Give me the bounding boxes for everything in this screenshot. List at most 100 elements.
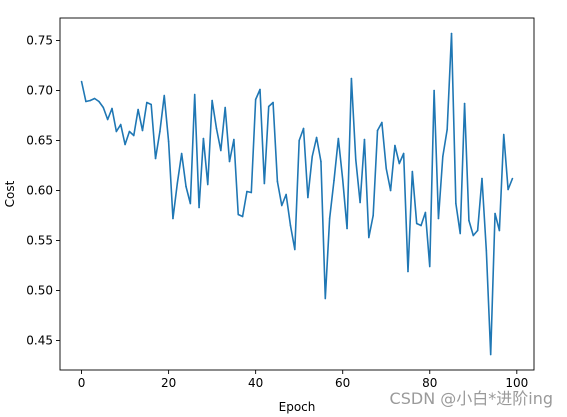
data-point	[368, 236, 370, 239]
data-point	[202, 137, 205, 140]
data-point	[459, 232, 462, 235]
data-point	[150, 103, 152, 106]
data-point	[154, 157, 157, 160]
y-axis-label: Cost	[3, 180, 17, 207]
data-point	[402, 152, 405, 155]
x-tick-label: 100	[505, 376, 528, 390]
plot-frame	[59, 17, 535, 371]
data-point	[172, 217, 174, 220]
data-point	[350, 77, 353, 80]
data-point	[354, 158, 357, 161]
data-points	[80, 32, 514, 356]
data-point	[215, 127, 218, 130]
data-point	[428, 265, 431, 268]
y-tick-label: 0.45	[26, 334, 53, 348]
data-point	[298, 139, 300, 142]
data-point	[437, 217, 440, 220]
x-tick-label: 0	[78, 376, 86, 390]
y-tick-label: 0.50	[26, 284, 53, 298]
data-point	[372, 214, 374, 217]
y-tick-label: 0.75	[26, 34, 53, 48]
y-axis-ticks: 0.45 0.50 0.55 0.60 0.65 0.70 0.75	[26, 34, 60, 348]
data-point	[333, 179, 335, 182]
data-point	[146, 101, 148, 104]
cost-line	[80, 32, 514, 356]
data-point	[159, 130, 161, 133]
x-tick-label: 40	[248, 376, 263, 390]
x-axis-ticks: 0 20 40 60 80 100	[78, 370, 528, 390]
data-point	[237, 213, 240, 216]
data-point	[89, 99, 92, 102]
data-point	[124, 143, 126, 146]
data-point	[132, 134, 135, 137]
data-point	[420, 224, 422, 227]
data-point	[119, 123, 122, 126]
data-point	[446, 128, 448, 131]
y-tick-label: 0.60	[26, 184, 53, 198]
data-point	[189, 202, 192, 205]
data-point	[93, 97, 96, 100]
data-point	[85, 100, 87, 103]
data-point	[320, 160, 322, 163]
x-axis-label: Epoch	[279, 400, 316, 414]
data-point	[411, 170, 414, 173]
data-point	[442, 155, 444, 158]
data-point	[163, 94, 166, 97]
data-point	[363, 138, 366, 141]
data-point	[511, 177, 514, 180]
data-point	[311, 155, 314, 158]
data-point	[259, 88, 261, 91]
data-point	[385, 167, 388, 170]
data-point	[250, 191, 253, 194]
data-point	[463, 102, 466, 105]
data-point	[389, 189, 392, 192]
data-point	[241, 215, 244, 218]
data-point	[394, 144, 396, 147]
data-point	[233, 138, 235, 141]
data-point	[450, 32, 453, 35]
data-point	[111, 107, 113, 110]
y-tick-label: 0.70	[26, 84, 53, 98]
data-point	[176, 182, 179, 185]
data-point	[185, 185, 187, 188]
data-point	[294, 248, 296, 251]
data-point	[267, 105, 270, 108]
data-point	[341, 178, 344, 181]
data-point	[246, 190, 248, 193]
x-tick-label: 80	[422, 376, 437, 390]
data-point	[193, 93, 196, 96]
data-point	[98, 100, 100, 103]
data-point	[211, 99, 213, 102]
data-point	[468, 219, 470, 222]
data-point	[224, 106, 226, 109]
data-point	[263, 182, 266, 185]
data-point	[415, 222, 418, 225]
data-point	[455, 202, 457, 205]
data-point	[502, 133, 505, 136]
data-point	[315, 136, 318, 139]
data-point	[498, 229, 501, 232]
data-point	[137, 108, 139, 111]
data-point	[485, 249, 488, 252]
x-tick-label: 60	[335, 376, 350, 390]
x-tick-label: 20	[161, 376, 176, 390]
data-point	[381, 121, 383, 124]
data-point	[272, 101, 274, 104]
data-point	[102, 106, 105, 109]
data-point	[337, 137, 340, 140]
data-point	[302, 127, 305, 130]
data-point	[280, 204, 283, 207]
data-point	[328, 217, 331, 220]
data-point	[141, 129, 144, 132]
data-point	[115, 130, 118, 133]
data-point	[307, 196, 309, 199]
data-point	[289, 224, 292, 227]
data-point	[398, 162, 401, 165]
data-point	[507, 188, 509, 191]
data-point	[489, 353, 492, 356]
watermark: CSDN @小白*进阶ing	[389, 389, 553, 408]
data-point	[106, 118, 109, 121]
data-point	[481, 177, 483, 180]
data-point	[472, 234, 475, 237]
